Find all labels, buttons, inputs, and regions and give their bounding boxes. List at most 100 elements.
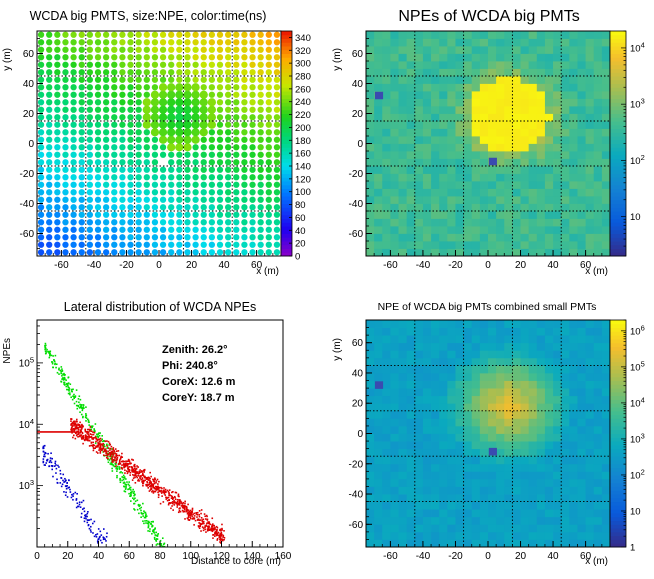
npe-cell	[544, 98, 554, 107]
npe-cell	[406, 241, 416, 249]
pmt-dot	[127, 46, 134, 53]
npe-cell	[439, 395, 448, 404]
colorbar-segment	[610, 147, 626, 152]
pmt-dot	[175, 135, 184, 144]
pmt-dot	[111, 61, 118, 68]
point-combined	[129, 474, 131, 476]
npe-cell	[406, 524, 416, 533]
point-small-pmt	[82, 499, 85, 502]
pmt-dot	[143, 91, 150, 98]
npe-cell	[504, 143, 513, 152]
npe-cell	[455, 380, 464, 389]
point-combined	[71, 422, 74, 424]
colorbar-tick-label: 160	[295, 149, 311, 160]
point-small-pmt	[83, 510, 86, 513]
colorbar-segment	[610, 399, 626, 404]
npe-cell	[382, 61, 391, 69]
npe-cell	[366, 98, 375, 107]
npe-cell	[471, 61, 481, 69]
pmt-dot	[135, 46, 142, 53]
pmt-dot	[78, 166, 85, 173]
pmt-dot	[208, 136, 216, 143]
y-tick-label: 60	[352, 49, 364, 60]
pmt-dot	[184, 151, 191, 158]
pmt-dot	[159, 54, 167, 61]
point-small-pmt	[72, 493, 75, 495]
npe-cell	[390, 31, 399, 39]
pmt-dot	[176, 61, 183, 68]
pmt-dot	[111, 226, 118, 233]
npe-cell	[544, 433, 554, 442]
npe-cell	[601, 516, 611, 525]
pmt-dot	[37, 204, 45, 211]
point-combined	[220, 536, 222, 538]
npe-cell	[398, 350, 408, 359]
point-combined	[86, 438, 89, 440]
npe-cell	[577, 211, 586, 219]
npe-cell	[504, 31, 513, 39]
point-small-pmt	[51, 468, 54, 471]
point-combined	[210, 529, 212, 531]
pmt-dot	[127, 69, 134, 76]
npe-cell	[520, 350, 530, 359]
point-combined	[201, 520, 204, 523]
npe-cell	[406, 486, 416, 495]
npe-cell	[374, 478, 383, 487]
point-big-pmt	[103, 440, 105, 442]
npe-cell	[455, 158, 464, 167]
npe-cell	[406, 395, 416, 404]
pmt-dot	[265, 196, 272, 203]
annotation-corey: CoreY: 18.7 m	[162, 392, 235, 404]
npe-cell	[488, 380, 497, 389]
pmt-dot	[54, 181, 61, 188]
point-combined	[183, 510, 186, 513]
npe-cell	[471, 372, 481, 381]
point-combined	[171, 501, 174, 503]
npe-cell	[431, 539, 440, 548]
npe-cell	[488, 68, 497, 77]
npe-cell	[447, 486, 456, 495]
point-combined	[157, 493, 160, 496]
npe-cell	[536, 196, 546, 204]
point-combined	[98, 438, 100, 441]
point-big-pmt	[61, 375, 63, 377]
npe-cell	[585, 501, 595, 510]
colorbar-segment	[610, 407, 626, 412]
point-combined	[170, 497, 173, 500]
npe-cell	[544, 53, 554, 62]
pmt-dot	[233, 121, 240, 128]
npe-cell	[431, 196, 440, 204]
npe-cell	[382, 410, 391, 419]
pmt-dot	[78, 39, 85, 46]
pmt-dot	[273, 151, 281, 158]
npe-cell	[398, 403, 408, 412]
npe-cell	[488, 418, 497, 427]
point-big-pmt	[130, 493, 132, 496]
npe-cell	[382, 196, 391, 204]
npe-cell	[431, 173, 440, 182]
npe-cell	[496, 516, 505, 525]
npe-cell	[488, 188, 497, 197]
point-big-pmt	[165, 548, 167, 550]
pmt-dot	[151, 174, 159, 181]
pmt-dot	[54, 219, 61, 226]
npe-cell	[504, 320, 513, 328]
npe-cell	[366, 327, 375, 336]
x-tick-label: -60	[383, 260, 398, 271]
y-tick-label: -40	[20, 199, 35, 210]
point-combined	[99, 437, 102, 440]
point-combined	[187, 516, 190, 518]
npe-cell	[463, 68, 473, 77]
npe-cell	[382, 372, 391, 381]
npe-cell	[422, 501, 432, 510]
pmt-dot	[184, 196, 191, 203]
pmt-dot	[62, 249, 69, 256]
npe-cell	[447, 456, 456, 465]
npe-cell	[366, 372, 375, 381]
pmt-dot	[62, 46, 69, 53]
point-combined	[154, 477, 156, 479]
npe-cell	[585, 166, 595, 174]
npe-cell	[577, 448, 586, 457]
pmt-dot	[94, 204, 102, 211]
npe-cell	[569, 494, 578, 502]
